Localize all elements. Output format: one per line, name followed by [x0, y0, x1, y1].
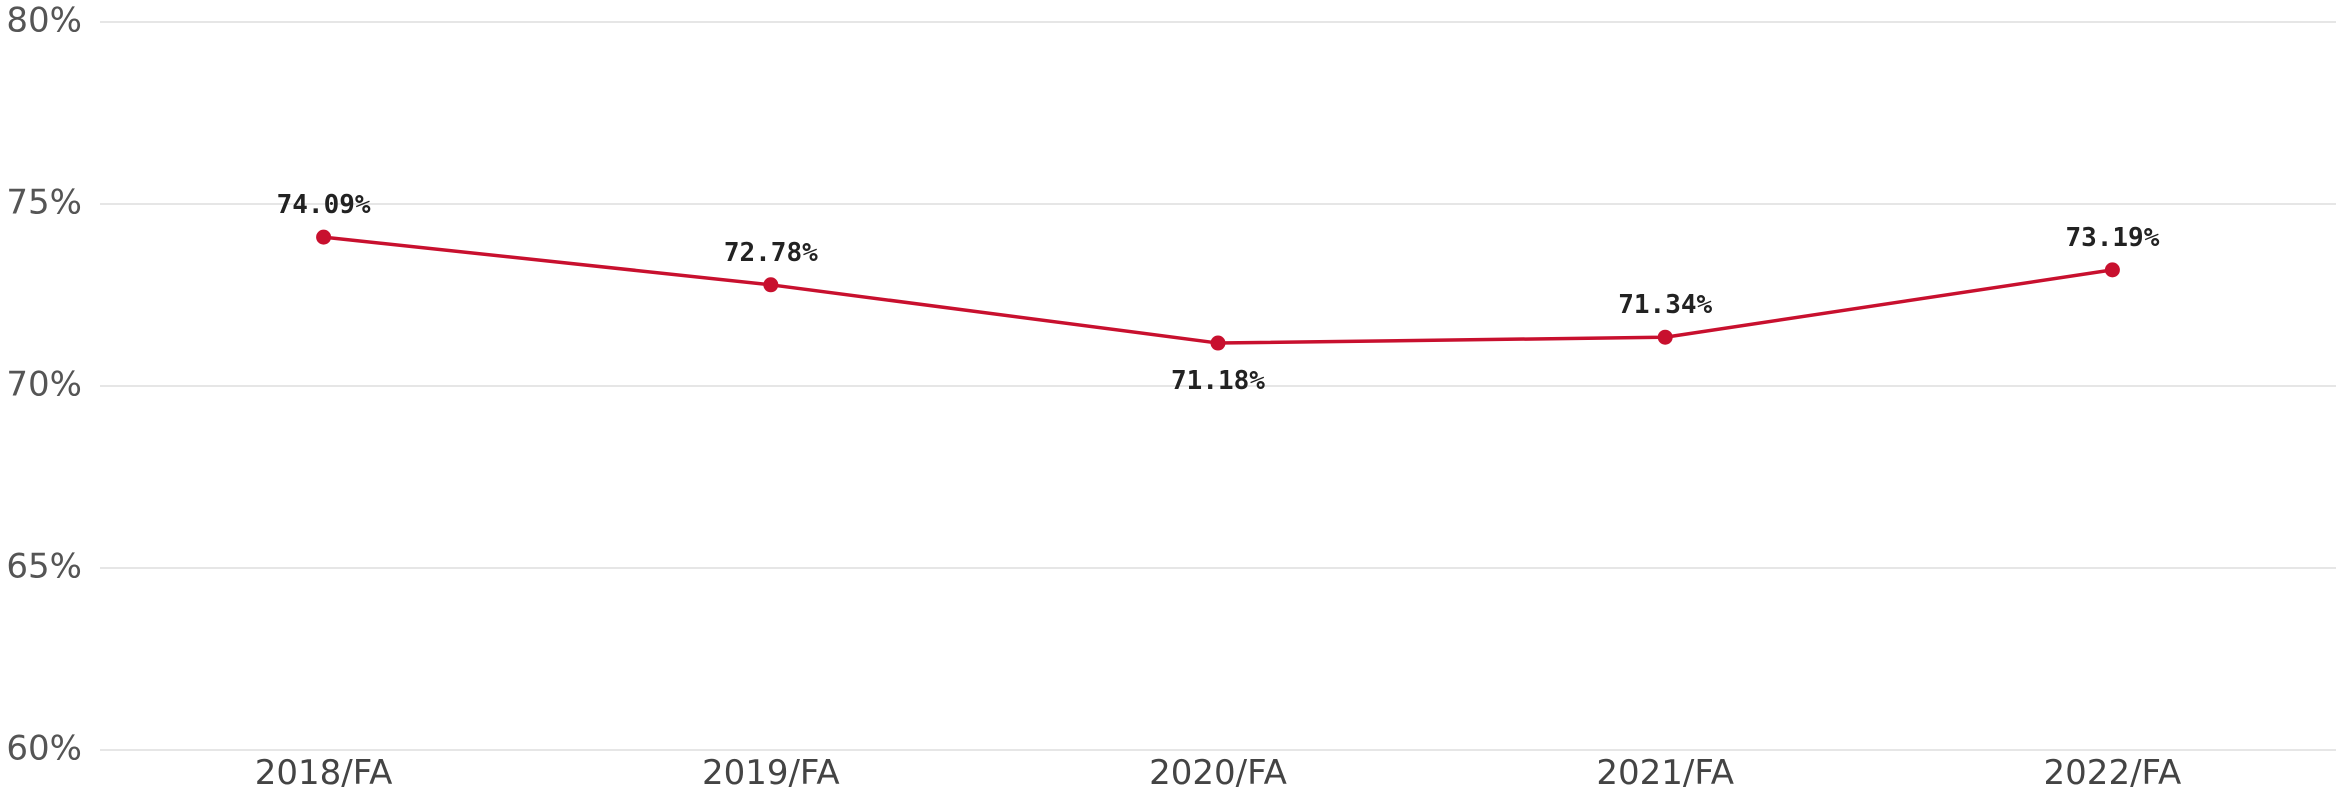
series-line	[321, 235, 2115, 345]
x-axis-ticks: 2018/FA 2019/FA 2020/FA 2021/FA 2022/FA	[255, 753, 2181, 793]
data-labels: 74.09% 72.78% 71.18% 71.34% 73.19%	[277, 190, 2160, 396]
gridlines	[100, 21, 2336, 751]
data-point	[2104, 262, 2120, 278]
x-tick-label: 2019/FA	[702, 753, 840, 793]
data-point	[763, 277, 779, 293]
y-tick-label: 65%	[6, 547, 82, 587]
data-label: 71.18%	[1171, 366, 1265, 396]
data-point	[316, 229, 332, 245]
x-tick-label: 2020/FA	[1149, 753, 1287, 793]
x-tick-label: 2022/FA	[2044, 753, 2182, 793]
y-tick-label: 70%	[6, 365, 82, 405]
y-tick-label: 60%	[6, 729, 82, 769]
data-label: 71.34%	[1618, 290, 1712, 320]
series-layer	[316, 229, 2120, 351]
data-point	[1210, 335, 1226, 351]
data-label: 74.09%	[277, 190, 371, 220]
x-tick-label: 2018/FA	[255, 753, 393, 793]
x-tick-label: 2021/FA	[1596, 753, 1734, 793]
y-axis-ticks: 80% 75% 70% 65% 60%	[6, 1, 82, 769]
data-point	[1657, 329, 1673, 345]
data-label: 72.78%	[724, 238, 818, 268]
y-tick-label: 75%	[6, 183, 82, 223]
data-label: 73.19%	[2065, 223, 2159, 253]
y-tick-label: 80%	[6, 1, 82, 41]
